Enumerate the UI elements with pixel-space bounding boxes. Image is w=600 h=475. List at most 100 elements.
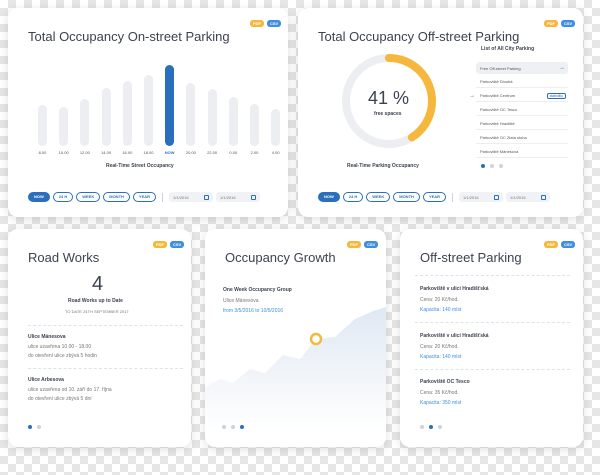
list-item[interactable]: Parkoviště Hradiště xyxy=(476,118,568,130)
range-week-button[interactable]: WEEK xyxy=(366,192,391,202)
list-item[interactable]: Parkoviště Mánesova xyxy=(476,146,568,158)
hour-label: 22.00 xyxy=(207,150,218,155)
pdf-button[interactable]: PDF xyxy=(544,20,558,27)
csv-button[interactable]: CSV xyxy=(267,20,282,27)
hour-label: 2.00 xyxy=(250,150,259,155)
free-spaces-donut xyxy=(342,54,436,148)
percent-label: free spaces xyxy=(374,111,402,117)
roadworks-card: Road Works PDF CSV 4 Road Works up to Da… xyxy=(8,229,191,447)
offstreet-card: Total Occupancy Off-street Parking PDF C… xyxy=(298,8,583,217)
date-from-value: 1/1/2016 xyxy=(463,194,479,200)
growth-export: PDF CSV xyxy=(347,241,379,248)
page-dot[interactable] xyxy=(490,164,494,168)
parking-name: Parkoviště v ulici Hradišťská xyxy=(420,286,489,292)
onstreet-title: Total Occupancy On-street Parking xyxy=(28,29,230,44)
occupancy-bar[interactable] xyxy=(165,65,175,146)
page-dot[interactable] xyxy=(420,425,424,429)
offparking-title: Off-street Parking xyxy=(420,250,522,265)
list-item-label: Parkoviště Mánesova xyxy=(480,149,519,154)
occupancy-bar[interactable] xyxy=(59,107,69,146)
page-dot[interactable] xyxy=(499,164,503,168)
list-pagination xyxy=(481,164,503,168)
occupancy-bar[interactable] xyxy=(80,99,90,146)
pdf-button[interactable]: PDF xyxy=(544,241,558,248)
date-to-field[interactable]: 1/1/2016 xyxy=(506,192,551,202)
percent-value: 41 % xyxy=(368,88,410,108)
divider xyxy=(452,192,454,202)
occupancy-bar[interactable] xyxy=(101,88,111,146)
hour-label: 12.00 xyxy=(79,150,90,155)
range-month-button[interactable]: MONTH xyxy=(393,192,420,202)
parking-capacity: Kapacita: 350 míst xyxy=(420,400,462,406)
occupancy-bar[interactable] xyxy=(207,89,217,146)
onstreet-controls: NOW 24 H WEEK MONTH YEAR 1/1/2016 1/1/20… xyxy=(28,192,261,202)
csv-button[interactable]: CSV xyxy=(170,241,185,248)
list-item-label: Parkoviště OC Tesco xyxy=(480,107,518,112)
list-item-selected[interactable]: → Parkoviště Centrum statistiky xyxy=(469,90,568,102)
onstreet-card: Total Occupancy On-street Parking PDF CS… xyxy=(8,8,288,217)
occupancy-bar[interactable] xyxy=(38,105,47,146)
range-month-button[interactable]: MONTH xyxy=(103,192,130,202)
offparking-card: Off-street Parking PDF CSV Parkoviště v … xyxy=(400,229,583,447)
parking-name: Parkoviště v ulici Hradišťská xyxy=(420,333,489,339)
calendar-icon xyxy=(251,194,257,200)
list-item[interactable]: Parkoviště OC Zlatá stuha xyxy=(476,132,568,144)
range-24h-button[interactable]: 24 H xyxy=(342,192,364,202)
range-week-button[interactable]: WEEK xyxy=(76,192,101,202)
divider xyxy=(415,369,570,370)
page-dot[interactable] xyxy=(37,425,41,429)
roadworks-date: TO DATE 24TH SEPTEMBER 2017 xyxy=(65,309,129,314)
growth-group: One Week Occupancy Group xyxy=(223,287,292,293)
list-item-label: Parkoviště Dlouhá xyxy=(480,79,513,84)
growth-marker[interactable] xyxy=(309,332,323,346)
occupancy-bar[interactable] xyxy=(122,81,132,146)
hour-label: 16.00 xyxy=(122,150,133,155)
hour-label: 0.00 xyxy=(229,150,238,155)
onstreet-export: PDF CSV xyxy=(250,20,282,27)
page-dot[interactable] xyxy=(429,425,433,429)
occupancy-bar[interactable] xyxy=(250,104,259,146)
list-item[interactable]: Parkoviště Dlouhá xyxy=(476,76,568,88)
growth-street: Ulice Mánesova xyxy=(223,298,259,304)
statistics-tag[interactable]: statistiky xyxy=(546,92,566,99)
range-now-button[interactable]: NOW xyxy=(28,192,50,202)
parking-price: Cena: 20 Kč/hod. xyxy=(420,297,459,303)
offstreet-export: PDF CSV xyxy=(544,20,576,27)
hour-label: 10.00 xyxy=(58,150,69,155)
page-dot[interactable] xyxy=(438,425,442,429)
csv-button[interactable]: CSV xyxy=(364,241,379,248)
list-item-free[interactable]: Free Off-street Parking → xyxy=(476,62,568,74)
range-24h-button[interactable]: 24 H xyxy=(52,192,74,202)
date-to-field[interactable]: 1/1/2016 xyxy=(216,192,261,202)
page-dot[interactable] xyxy=(481,164,485,168)
growth-card: Occupancy Growth PDF CSV One Week Occupa… xyxy=(205,229,386,447)
date-from-field[interactable]: 1/1/2016 xyxy=(169,192,214,202)
page-dot[interactable] xyxy=(222,425,226,429)
pdf-button[interactable]: PDF xyxy=(250,20,264,27)
csv-button[interactable]: CSV xyxy=(561,241,576,248)
range-year-button[interactable]: YEAR xyxy=(132,192,157,202)
occupancy-bar[interactable] xyxy=(186,83,196,146)
date-from-field[interactable]: 1/1/2016 xyxy=(459,192,504,202)
occupancy-bar[interactable] xyxy=(228,97,238,146)
growth-title: Occupancy Growth xyxy=(225,250,336,265)
hour-label: NOW xyxy=(164,150,175,155)
list-item[interactable]: Parkoviště OC Tesco xyxy=(476,104,568,116)
occupancy-bar[interactable] xyxy=(144,75,153,146)
parking-capacity: Kapacita: 140 míst xyxy=(420,307,462,313)
page-dot[interactable] xyxy=(231,425,235,429)
range-year-button[interactable]: YEAR xyxy=(422,192,447,202)
range-now-button[interactable]: NOW xyxy=(318,192,340,202)
roadwork-remaining: do otevření ulice zbývá 5 dní xyxy=(28,396,92,402)
occupancy-bar[interactable] xyxy=(271,109,281,146)
pdf-button[interactable]: PDF xyxy=(153,241,167,248)
page-dot[interactable] xyxy=(28,425,32,429)
growth-area-chart xyxy=(205,307,386,429)
roadwork-street: Ulice Mánesova xyxy=(28,334,66,340)
divider xyxy=(28,325,183,326)
roadwork-closure: ulice uzavřena 10.00 - 18.00 xyxy=(28,344,92,350)
pdf-button[interactable]: PDF xyxy=(347,241,361,248)
csv-button[interactable]: CSV xyxy=(561,20,576,27)
page-dot[interactable] xyxy=(240,425,244,429)
onstreet-caption: Real-Time Street Occupancy xyxy=(106,163,174,169)
